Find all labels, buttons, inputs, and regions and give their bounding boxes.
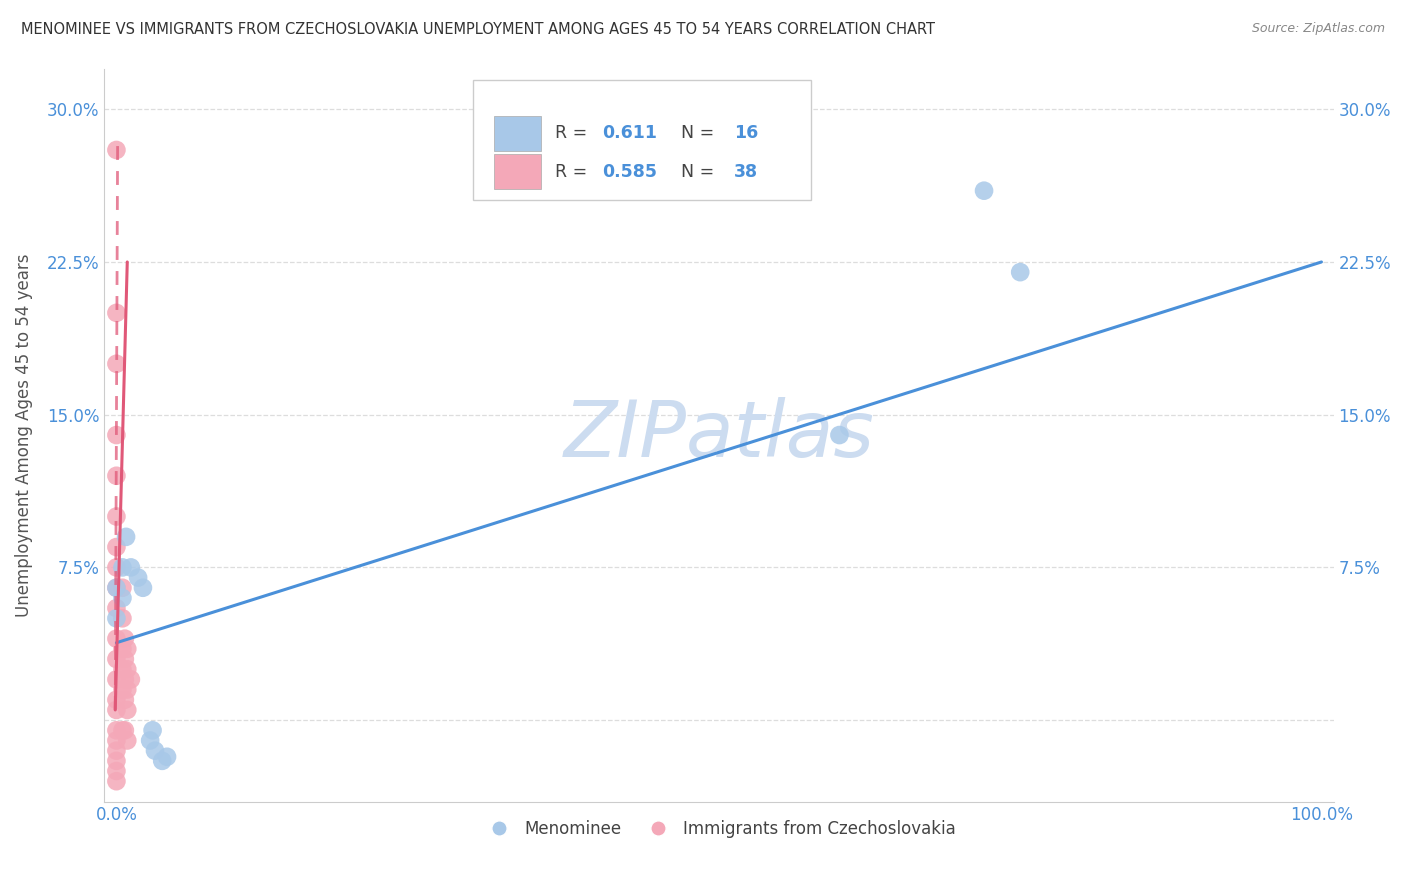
- Point: [105, 733, 128, 747]
- Legend: Menominee, Immigrants from Czechoslovakia: Menominee, Immigrants from Czechoslovaki…: [475, 814, 962, 845]
- Point: [105, 754, 128, 768]
- Point: [105, 143, 128, 157]
- Point: [111, 662, 134, 676]
- Point: [105, 632, 128, 646]
- FancyBboxPatch shape: [494, 116, 541, 151]
- Point: [105, 673, 128, 687]
- Point: [114, 723, 136, 738]
- Text: Source: ZipAtlas.com: Source: ZipAtlas.com: [1251, 22, 1385, 36]
- Point: [111, 560, 134, 574]
- Text: R =: R =: [555, 163, 593, 181]
- Point: [105, 703, 128, 717]
- Point: [828, 428, 851, 442]
- Point: [114, 632, 136, 646]
- Point: [105, 581, 128, 595]
- Point: [105, 509, 128, 524]
- Point: [156, 749, 179, 764]
- Point: [127, 571, 149, 585]
- Point: [105, 692, 128, 706]
- Point: [111, 641, 134, 656]
- Point: [105, 774, 128, 789]
- Point: [111, 591, 134, 605]
- Text: 16: 16: [734, 124, 758, 142]
- Point: [115, 530, 138, 544]
- FancyBboxPatch shape: [494, 154, 541, 189]
- Text: MENOMINEE VS IMMIGRANTS FROM CZECHOSLOVAKIA UNEMPLOYMENT AMONG AGES 45 TO 54 YEA: MENOMINEE VS IMMIGRANTS FROM CZECHOSLOVA…: [21, 22, 935, 37]
- Point: [105, 652, 128, 666]
- Text: ZIPatlas: ZIPatlas: [564, 397, 875, 473]
- Point: [120, 673, 142, 687]
- Point: [114, 652, 136, 666]
- Point: [105, 601, 128, 615]
- Point: [105, 764, 128, 778]
- Point: [139, 733, 162, 747]
- Point: [117, 733, 139, 747]
- Text: 0.611: 0.611: [602, 124, 657, 142]
- Point: [1010, 265, 1032, 279]
- Point: [120, 560, 142, 574]
- Point: [105, 306, 128, 320]
- Point: [105, 540, 128, 554]
- Point: [105, 468, 128, 483]
- Point: [105, 581, 128, 595]
- Point: [105, 611, 128, 625]
- Point: [114, 692, 136, 706]
- Point: [105, 723, 128, 738]
- Text: 38: 38: [734, 163, 758, 181]
- Point: [973, 184, 995, 198]
- Point: [111, 611, 134, 625]
- Point: [114, 673, 136, 687]
- Text: N =: N =: [669, 163, 720, 181]
- Text: N =: N =: [669, 124, 720, 142]
- Point: [117, 682, 139, 697]
- Point: [105, 428, 128, 442]
- Point: [150, 754, 173, 768]
- Point: [105, 357, 128, 371]
- Point: [143, 744, 166, 758]
- Text: 0.585: 0.585: [602, 163, 657, 181]
- Point: [117, 703, 139, 717]
- Text: R =: R =: [555, 124, 593, 142]
- Point: [117, 641, 139, 656]
- Point: [111, 682, 134, 697]
- Point: [132, 581, 155, 595]
- Point: [111, 581, 134, 595]
- Point: [117, 662, 139, 676]
- Point: [105, 560, 128, 574]
- FancyBboxPatch shape: [472, 79, 811, 201]
- Point: [111, 723, 134, 738]
- Y-axis label: Unemployment Among Ages 45 to 54 years: Unemployment Among Ages 45 to 54 years: [15, 253, 32, 616]
- Point: [105, 744, 128, 758]
- Point: [142, 723, 165, 738]
